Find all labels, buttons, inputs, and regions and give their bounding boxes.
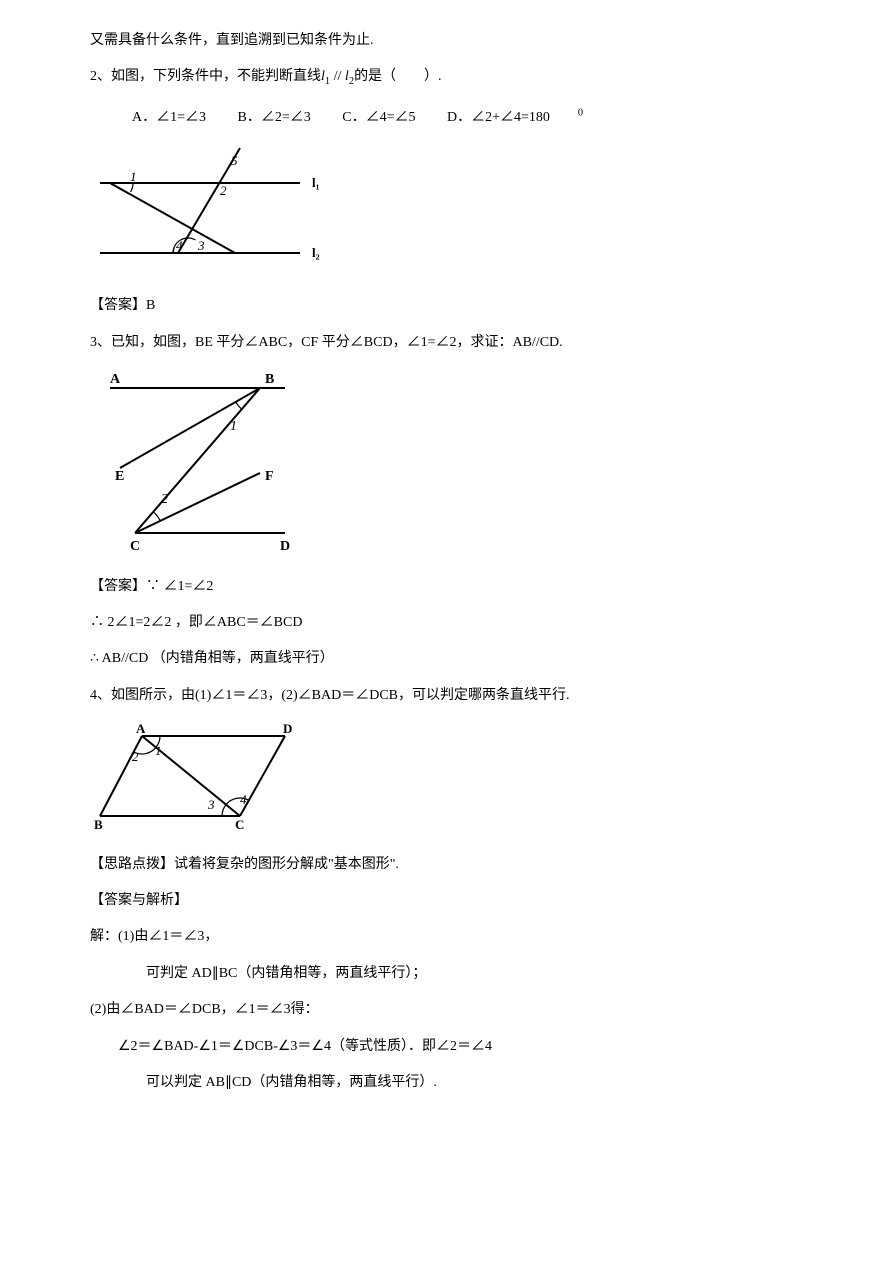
intro-tail: 又需具备什么条件，直到追溯到已知条件为止.	[90, 30, 802, 52]
q2-option-b: B．∠2=∠3	[238, 110, 311, 125]
q3-answer-line3: ∴ AB//CD （内错角相等，两直线平行）	[90, 648, 802, 670]
svg-text:E: E	[115, 469, 124, 484]
q2-option-d: D．∠2+∠4=1800	[447, 110, 583, 125]
q2-stem-b: 的是（ ）.	[354, 69, 442, 84]
svg-text:A: A	[110, 372, 121, 387]
q2-answer: 【答案】B	[90, 295, 802, 317]
svg-text:l₁: l₁	[312, 175, 320, 190]
svg-text:4: 4	[176, 238, 183, 253]
svg-text:2: 2	[220, 183, 227, 198]
svg-text:4: 4	[240, 792, 247, 807]
q3-answer-line1: 【答案】∵ ∠1=∠2	[90, 576, 802, 598]
q4-step1: 解：(1)由∠1＝∠3，	[90, 926, 802, 948]
q4-step4: ∠2＝∠BAD-∠1＝∠DCB-∠3＝∠4（等式性质）．即∠2＝∠4	[90, 1036, 802, 1058]
q2-options: A．∠1=∠3 B．∠2=∠3 C．∠4=∠5 D．∠2+∠4=1800	[90, 105, 802, 129]
svg-text:1: 1	[130, 169, 137, 184]
svg-text:2: 2	[132, 749, 139, 764]
svg-text:F: F	[265, 469, 274, 484]
q2-figure: 1 2 34 5 l₁ l₂	[90, 143, 802, 281]
svg-text:3: 3	[197, 238, 205, 253]
svg-text:2: 2	[161, 492, 168, 507]
q3-figure: 1 2 A B E F C D	[90, 368, 802, 561]
q4-answer-header: 【答案与解析】	[90, 890, 802, 912]
q4-hint: 【思路点拨】试着将复杂的图形分解成"基本图形".	[90, 854, 802, 876]
q4-stem: 4、如图所示，由(1)∠1＝∠3，(2)∠BAD＝∠DCB，可以判定哪两条直线平…	[90, 685, 802, 707]
svg-text:1: 1	[230, 419, 237, 434]
q4-figure: 1 2 3 4 A D B C	[90, 721, 802, 839]
q4-step3: (2)由∠BAD＝∠DCB，∠1＝∠3得：	[90, 999, 802, 1021]
svg-text:C: C	[235, 817, 244, 831]
svg-text:C: C	[130, 539, 140, 553]
q4-step2: 可判定 AD∥BC（内错角相等，两直线平行）；	[90, 963, 802, 985]
svg-text:D: D	[283, 721, 292, 736]
q3-answer-line2: ∴ 2∠1=2∠2 ，即∠ABC＝∠BCD	[90, 612, 802, 634]
q2-stem: 2、如图，下列条件中，不能判断直线l1 // l2的是（ ）.	[90, 66, 802, 91]
svg-text:1: 1	[155, 743, 162, 758]
svg-text:D: D	[280, 539, 290, 553]
svg-text:5: 5	[231, 153, 238, 168]
svg-text:3: 3	[207, 797, 215, 812]
svg-text:l₂: l₂	[312, 245, 320, 260]
svg-text:A: A	[136, 721, 146, 736]
q4-step5: 可以判定 AB∥CD（内错角相等，两直线平行）.	[90, 1072, 802, 1094]
q2-stem-a: 2、如图，下列条件中，不能判断直线	[90, 69, 321, 84]
svg-text:B: B	[265, 372, 274, 387]
q2-parallel: //	[330, 69, 345, 84]
svg-text:B: B	[94, 817, 103, 831]
q3-stem: 3、已知，如图，BE 平分∠ABC，CF 平分∠BCD，∠1=∠2，求证：AB/…	[90, 332, 802, 354]
q2-option-c: C．∠4=∠5	[342, 110, 415, 125]
q2-option-a: A．∠1=∠3	[132, 110, 206, 125]
